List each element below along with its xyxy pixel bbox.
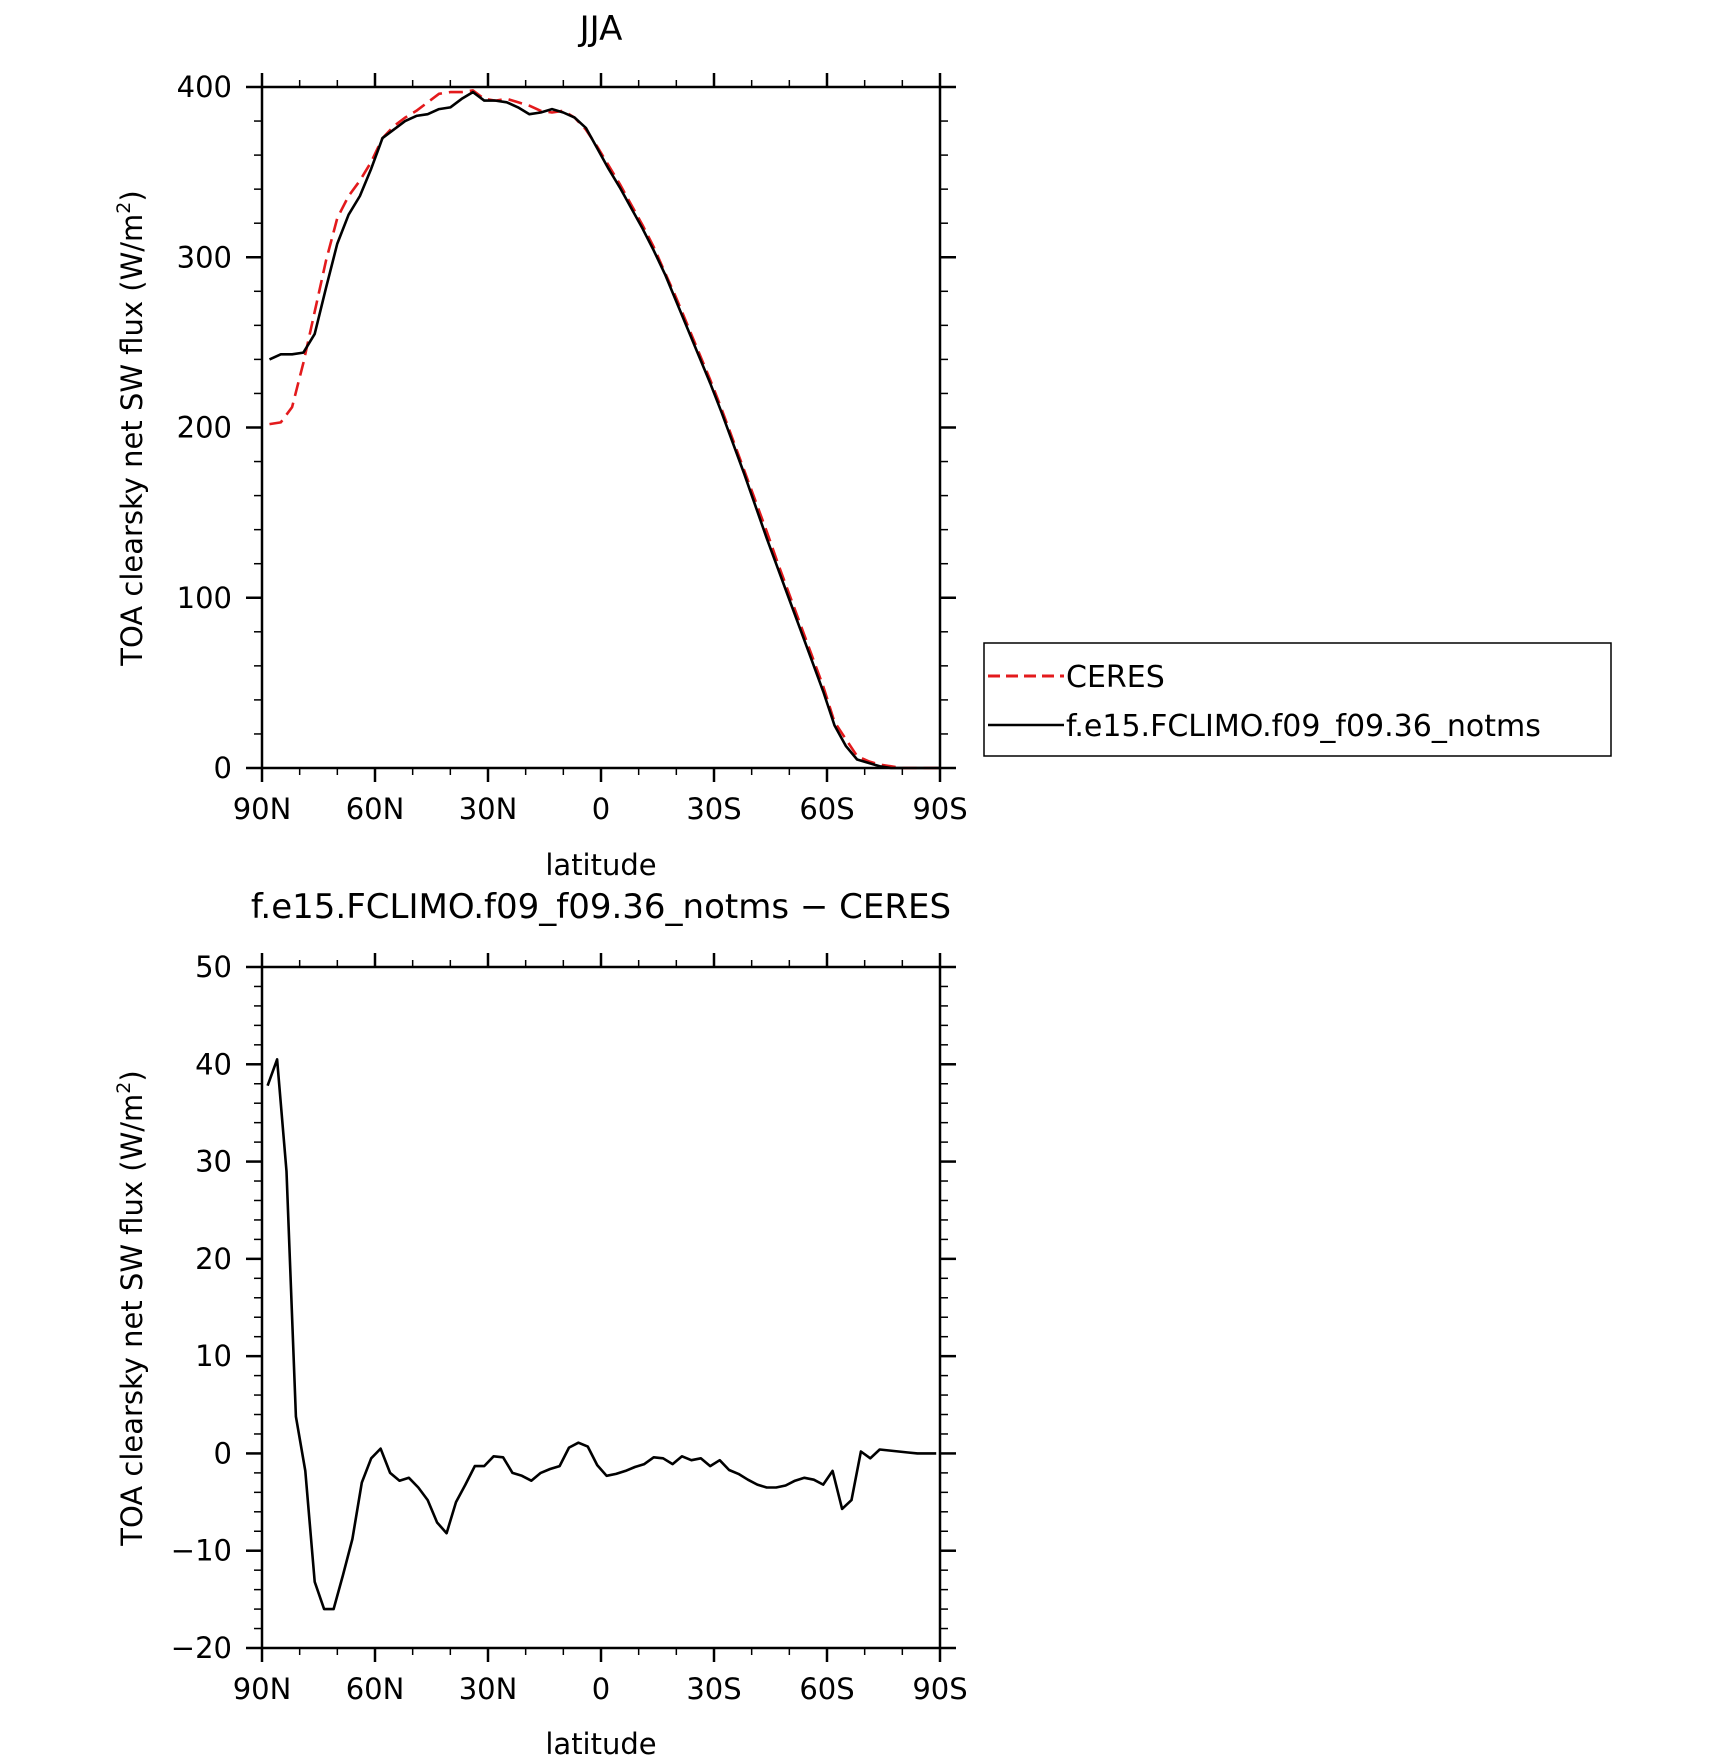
plot-frame xyxy=(260,85,942,770)
y-axis-label: TOA clearsky net SW flux (W/m2) xyxy=(113,190,149,666)
y-tick-label: −10 xyxy=(171,1534,232,1568)
x-ticks: 90N 60N 30N 0 30S 60S 90S xyxy=(233,953,968,1706)
y-tick-label: 400 xyxy=(177,70,232,104)
x-tick-label: 90S xyxy=(912,792,967,826)
y-tick-label: −20 xyxy=(171,1631,232,1665)
x-tick-label: 90N xyxy=(233,792,292,826)
y-tick-label: 100 xyxy=(177,581,232,615)
y-ticks: 0 100 200 300 400 xyxy=(177,70,956,785)
x-tick-label: 60S xyxy=(799,792,854,826)
x-tick-label: 30S xyxy=(686,1672,741,1706)
y-axis-label: TOA clearsky net SW flux (W/m2) xyxy=(113,1070,149,1546)
y-tick-label: 50 xyxy=(195,950,232,984)
legend-box xyxy=(983,642,1612,757)
y-tick-label: 20 xyxy=(195,1242,232,1276)
y-tick-label: 200 xyxy=(177,411,232,445)
series-line-difference xyxy=(266,1058,937,1611)
bottom-panel: f.e15.FCLIMO.f09_f09.36_notms − CERES 90… xyxy=(113,887,968,1756)
legend: CERES f.e15.FCLIMO.f09_f09.36_notms xyxy=(983,642,1612,757)
x-tick-label: 60S xyxy=(799,1672,854,1706)
top-panel: JJA 90N 60N 30N 0 30S 60S 90S 0 100 200 300 400 la… xyxy=(113,9,968,882)
x-tick-label: 60N xyxy=(346,792,405,826)
x-tick-label: 90N xyxy=(233,1672,292,1706)
chart-title: f.e15.FCLIMO.f09_f09.36_notms − CERES xyxy=(251,887,951,927)
x-tick-label: 30N xyxy=(459,1672,518,1706)
y-tick-label: 0 xyxy=(214,751,232,785)
plot-frame xyxy=(260,965,942,1650)
y-tick-label: 10 xyxy=(195,1339,232,1373)
x-ticks: 90N 60N 30N 0 30S 60S 90S xyxy=(233,73,968,826)
series-line-ceres xyxy=(269,89,940,770)
y-tick-label: 300 xyxy=(177,240,232,274)
x-tick-label: 60N xyxy=(346,1672,405,1706)
y-tick-label: 40 xyxy=(195,1047,232,1081)
y-tick-label: 0 xyxy=(214,1436,232,1470)
y-tick-label: 30 xyxy=(195,1145,232,1179)
chart-title: JJA xyxy=(578,9,623,49)
x-tick-label: 30N xyxy=(459,792,518,826)
x-tick-label: 0 xyxy=(592,1672,610,1706)
legend-label-ceres: CERES xyxy=(1066,660,1165,695)
y-ticks: −20 −10 0 10 20 30 40 50 xyxy=(171,950,956,1665)
series-line-f-e15-fclimo-f09-f09-36-notms xyxy=(268,90,940,770)
series-lines xyxy=(268,89,940,770)
legend-label-model: f.e15.FCLIMO.f09_f09.36_notms xyxy=(1066,709,1541,744)
x-tick-label: 90S xyxy=(912,1672,967,1706)
x-tick-label: 0 xyxy=(592,792,610,826)
x-tick-label: 30S xyxy=(686,792,741,826)
x-axis-label: latitude xyxy=(545,848,656,882)
series-lines xyxy=(266,1058,937,1611)
x-axis-label: latitude xyxy=(545,1727,656,1756)
